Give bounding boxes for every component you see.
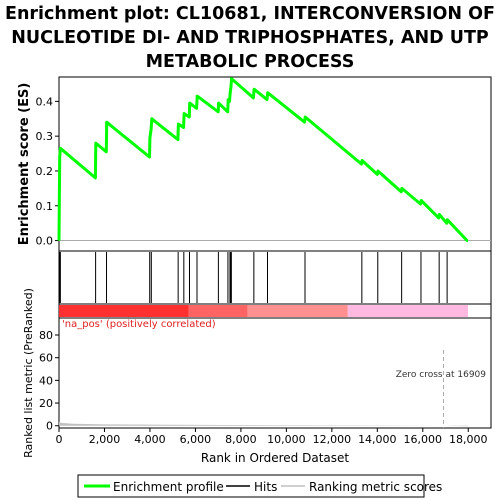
es-y-tick-label: 0.0 [36,235,54,248]
ranking-y-tick-label: 0 [46,420,53,433]
color-bar-segments [59,305,469,317]
color-bar-segment [188,305,248,317]
es-y-tick-label: 0.2 [36,165,54,178]
ranking-x-tick-label: 18,000 [449,433,488,446]
hit-markers [59,252,448,303]
ranking-panel: 0 20 40 60 80 0 2,000 4,000 6,000 8,000 10,000 12,… [22,288,492,465]
title-line-2: NUCLEOTIDE DI- AND TRIPHOSPHATES, AND UT… [11,28,489,48]
color-bar-segment [347,305,469,317]
legend-hits-label: Hits [254,480,277,494]
ranking-x-axis: 0 2,000 4,000 6,000 8,000 10,000 12,000 14,000 1… [56,428,488,446]
ranking-y-axis: 0 20 40 60 80 [39,329,59,433]
ranking-x-tick-label: 14,000 [358,433,397,446]
ranking-y-tick-label: 80 [39,329,53,342]
legend: Enrichment profile Hits Ranking metric s… [77,474,442,498]
legend-metric-label: Ranking metric scores [309,480,442,494]
ranking-x-tick-label: 6,000 [180,433,212,446]
legend-frame [77,474,425,498]
es-panel: 0.0 0.1 0.2 0.3 0.4 Enrichment score (ES) [17,76,492,252]
color-bar-segment [59,305,189,317]
title-line-1: Enrichment plot: CL10681, INTERCONVERSIO… [5,4,495,24]
es-y-tick-label: 0.3 [36,130,54,143]
ranking-y-axis-label: Ranked list metric (PreRanked) [22,288,35,458]
es-panel-frame [58,76,492,252]
hits-panel [58,250,492,305]
ranking-x-axis-label: Rank in Ordered Dataset [201,451,349,465]
ranking-y-tick-label: 20 [39,397,53,410]
es-y-axis: 0.0 0.1 0.2 0.3 0.4 [36,95,59,248]
ranking-x-tick-label: 12,000 [313,433,352,446]
ranking-y-tick-label: 60 [39,352,53,365]
hits-panel-frame [58,250,492,305]
ranking-y-tick-label: 40 [39,374,53,387]
positive-correlation-label: 'na_pos' (positively correlated) [62,319,216,330]
ranking-panel-frame [58,317,492,429]
ranking-x-tick-label: 16,000 [404,433,443,446]
enrichment-profile-line [57,77,469,243]
ranking-metric-area [59,421,468,427]
ranking-x-tick-label: 0 [56,433,63,446]
title-line-3: METABOLIC PROCESS [145,52,355,72]
ranking-x-tick-label: 8,000 [225,433,257,446]
chart-title: Enrichment plot: CL10681, INTERCONVERSIO… [0,2,500,74]
legend-profile-label: Enrichment profile [113,480,224,494]
ranking-x-tick-label: 4,000 [134,433,166,446]
rank-color-bar [58,303,492,319]
ranking-x-tick-label: 10,000 [267,433,306,446]
es-y-axis-label: Enrichment score (ES) [17,83,32,246]
es-y-tick-label: 0.1 [36,200,54,213]
ranking-x-tick-label: 2,000 [89,433,121,446]
color-bar-segment [247,305,348,317]
es-y-tick-label: 0.4 [36,95,54,108]
zero-cross-label: Zero cross at 16909 [396,370,487,380]
